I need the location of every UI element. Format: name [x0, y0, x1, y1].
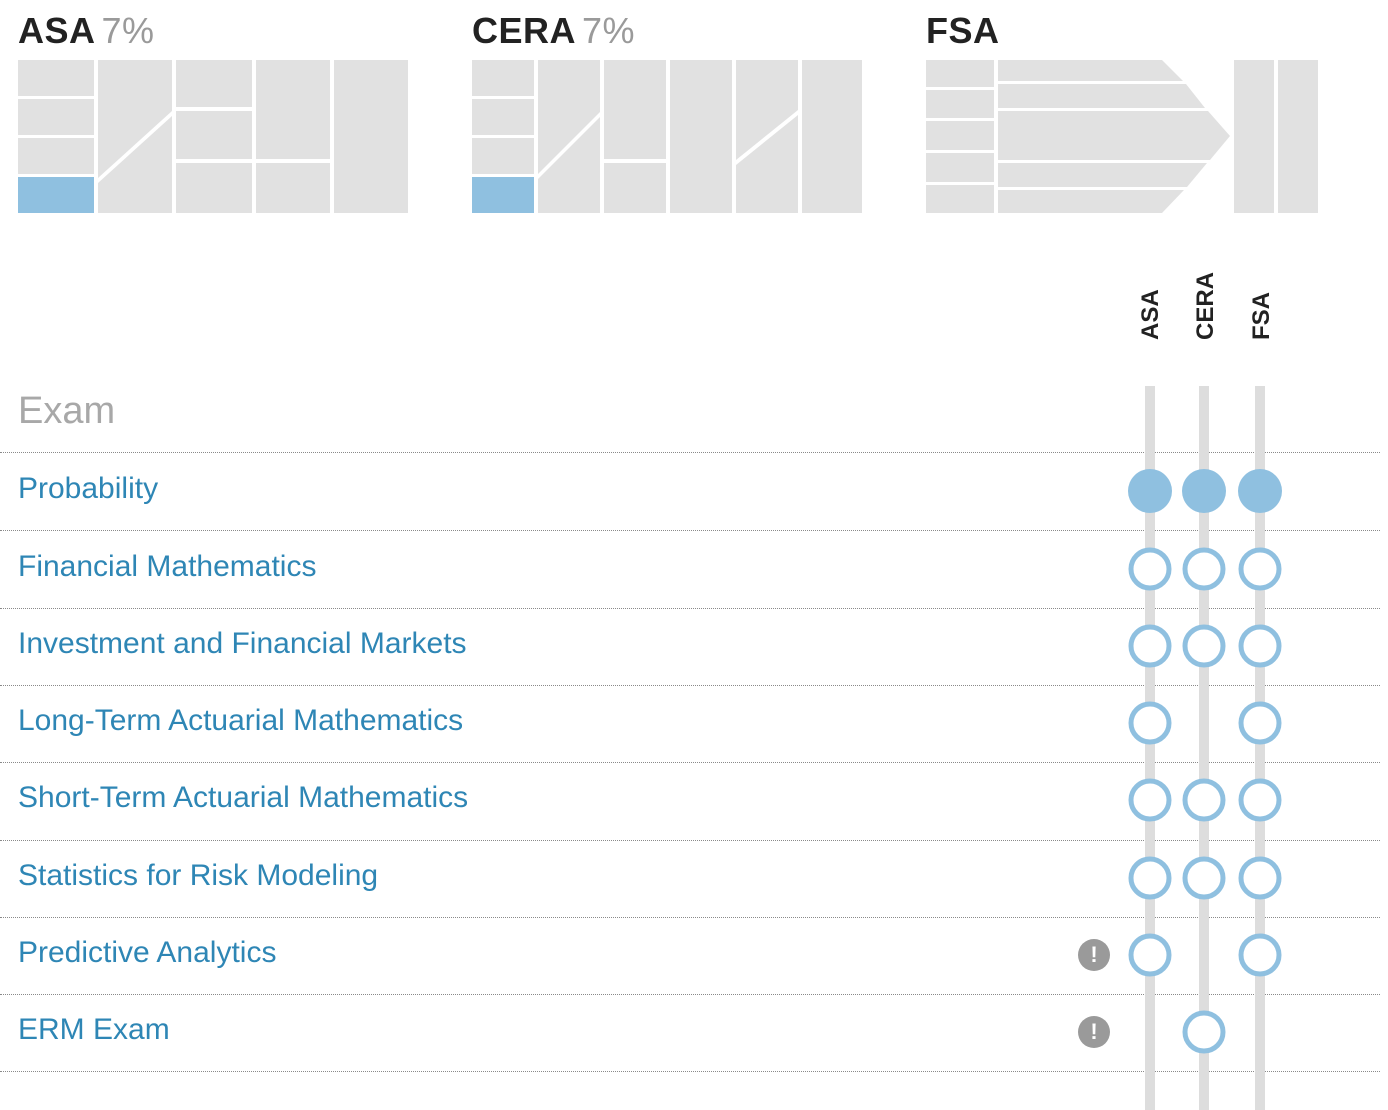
track-title-asa: ASA 7%	[18, 10, 155, 52]
track-title-cera: CERA 7%	[472, 10, 635, 52]
path-block[interactable]	[926, 90, 994, 118]
path-block[interactable]	[926, 60, 994, 87]
row-divider	[0, 840, 1380, 841]
exam-name[interactable]: Statistics for Risk Modeling	[18, 859, 379, 892]
row-divider	[0, 917, 1380, 918]
pathway-map-cera	[472, 60, 862, 213]
pathway-map-asa	[18, 60, 408, 213]
path-block[interactable]	[18, 138, 94, 174]
exam-name[interactable]: Financial Mathematics	[18, 550, 317, 583]
exam-table-heading: Exam	[18, 390, 116, 432]
path-block-completed[interactable]	[18, 177, 94, 213]
exam-passed-dot[interactable]	[1128, 469, 1172, 513]
path-block[interactable]	[736, 115, 798, 213]
column-header-label: ASA	[1137, 289, 1164, 340]
path-block[interactable]	[98, 116, 172, 213]
path-block[interactable]	[604, 163, 666, 213]
exam-required-ring[interactable]	[1128, 778, 1172, 822]
column-header-label: CERA	[1192, 271, 1219, 340]
track-title-fsa: FSA	[926, 10, 1000, 52]
row-divider	[0, 685, 1380, 686]
row-divider	[0, 452, 1380, 453]
pathway-maps	[18, 60, 1318, 213]
path-arrow-block[interactable]	[998, 190, 1184, 213]
track-name: ASA	[18, 10, 96, 51]
row-divider	[0, 1071, 1380, 1072]
track-progress-percent: 7%	[582, 10, 636, 51]
exam-name[interactable]: Predictive Analytics	[18, 936, 277, 969]
path-block[interactable]	[256, 163, 330, 213]
path-block[interactable]	[604, 60, 666, 159]
path-block[interactable]	[1234, 60, 1274, 213]
row-divider	[0, 762, 1380, 763]
path-block[interactable]	[334, 60, 408, 213]
exam-name[interactable]: ERM Exam	[18, 1013, 170, 1046]
column-header-label: FSA	[1248, 292, 1275, 340]
row-divider	[0, 530, 1380, 531]
exam-required-ring[interactable]	[1182, 856, 1226, 900]
path-block[interactable]	[926, 185, 994, 213]
path-block[interactable]	[176, 163, 252, 213]
path-block[interactable]	[538, 117, 600, 213]
exam-required-ring[interactable]	[1238, 933, 1282, 977]
row-divider	[0, 994, 1380, 995]
exam-required-ring[interactable]	[1128, 933, 1172, 977]
exam-required-ring[interactable]	[1182, 778, 1226, 822]
track-name: CERA	[472, 10, 577, 51]
exam-required-ring[interactable]	[1182, 624, 1226, 668]
path-block[interactable]	[1278, 60, 1318, 213]
path-block[interactable]	[256, 60, 330, 159]
exam-required-ring[interactable]	[1182, 1010, 1226, 1054]
exam-passed-dot[interactable]	[1182, 469, 1226, 513]
path-block[interactable]	[802, 60, 862, 213]
exam-passed-dot[interactable]	[1238, 469, 1282, 513]
path-block[interactable]	[538, 60, 600, 174]
exam-required-ring[interactable]	[1128, 624, 1172, 668]
exam-required-ring[interactable]	[1238, 624, 1282, 668]
path-arrow-block[interactable]	[998, 84, 1205, 108]
exam-name[interactable]: Probability	[18, 472, 159, 505]
track-name: FSA	[926, 10, 1000, 51]
path-block[interactable]	[98, 60, 172, 178]
pathway-map-fsa	[926, 60, 1318, 213]
exam-required-ring[interactable]	[1182, 547, 1226, 591]
exam-required-ring[interactable]	[1128, 856, 1172, 900]
path-block[interactable]	[736, 60, 798, 160]
path-block[interactable]	[18, 99, 94, 135]
exam-required-ring[interactable]	[1238, 547, 1282, 591]
exam-name[interactable]: Short-Term Actuarial Mathematics	[18, 781, 469, 814]
exclamation-circle-icon[interactable]: !	[1078, 1016, 1110, 1048]
path-block[interactable]	[472, 99, 534, 135]
exclamation-circle-icon[interactable]: !	[1078, 939, 1110, 971]
path-arrow-block[interactable]	[998, 60, 1183, 81]
path-block[interactable]	[472, 138, 534, 174]
track-progress-percent: 7%	[101, 10, 155, 51]
exam-required-ring[interactable]	[1238, 778, 1282, 822]
exam-required-ring[interactable]	[1238, 856, 1282, 900]
path-block-completed[interactable]	[472, 177, 534, 213]
path-block[interactable]	[472, 60, 534, 96]
path-block[interactable]	[176, 111, 252, 159]
exam-required-ring[interactable]	[1128, 547, 1172, 591]
exam-name[interactable]: Long-Term Actuarial Mathematics	[18, 704, 464, 737]
path-arrow-block[interactable]	[998, 111, 1230, 160]
path-arrow-block[interactable]	[998, 163, 1207, 187]
row-divider	[0, 608, 1380, 609]
exam-name[interactable]: Investment and Financial Markets	[18, 627, 467, 660]
path-block[interactable]	[926, 121, 994, 150]
path-block[interactable]	[18, 60, 94, 96]
path-block[interactable]	[926, 153, 994, 182]
exam-required-ring[interactable]	[1238, 701, 1282, 745]
path-block[interactable]	[670, 60, 732, 213]
exam-required-ring[interactable]	[1128, 701, 1172, 745]
path-block[interactable]	[176, 60, 252, 107]
